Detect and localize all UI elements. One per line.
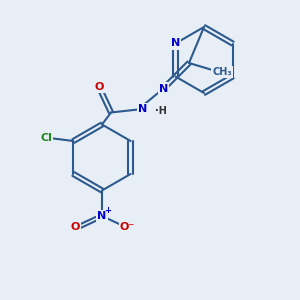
Text: O⁻: O⁻ <box>120 221 135 232</box>
Text: N: N <box>98 211 106 221</box>
Text: N: N <box>138 104 147 115</box>
Text: +: + <box>104 206 111 215</box>
Text: O: O <box>94 82 104 92</box>
Text: Cl: Cl <box>40 133 52 143</box>
Text: N: N <box>171 38 180 49</box>
Text: N: N <box>159 83 168 94</box>
Text: CH₃: CH₃ <box>212 67 232 77</box>
Text: ·H: ·H <box>154 106 166 116</box>
Text: O: O <box>70 221 80 232</box>
